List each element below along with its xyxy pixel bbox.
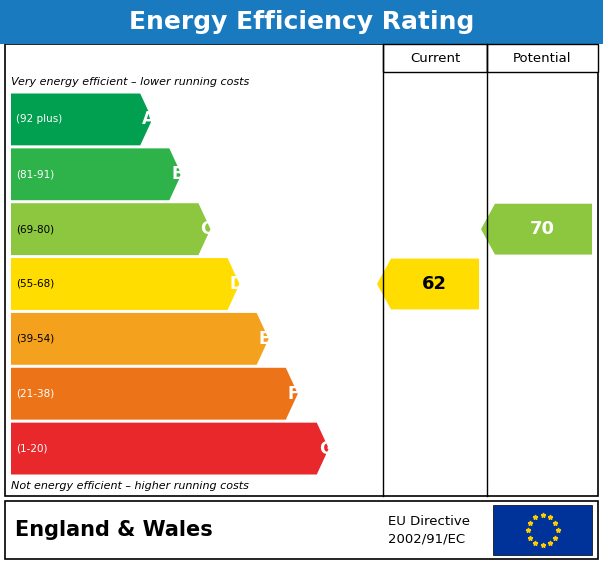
Text: England & Wales: England & Wales xyxy=(15,520,213,540)
Text: F: F xyxy=(288,385,299,403)
Text: (55-68): (55-68) xyxy=(16,279,54,289)
Text: (81-91): (81-91) xyxy=(16,169,54,179)
Text: (39-54): (39-54) xyxy=(16,334,54,344)
Polygon shape xyxy=(11,94,152,146)
Polygon shape xyxy=(377,258,479,310)
Bar xyxy=(5,501,598,559)
Bar xyxy=(383,44,487,72)
Polygon shape xyxy=(11,203,210,255)
Bar xyxy=(5,44,598,496)
Bar xyxy=(0,0,603,44)
Bar xyxy=(487,44,598,72)
Polygon shape xyxy=(11,368,298,420)
Text: (21-38): (21-38) xyxy=(16,389,54,399)
Text: Very energy efficient – lower running costs: Very energy efficient – lower running co… xyxy=(11,77,249,87)
Polygon shape xyxy=(481,204,592,254)
Text: EU Directive
2002/91/EC: EU Directive 2002/91/EC xyxy=(388,515,470,545)
Polygon shape xyxy=(11,258,239,310)
Text: D: D xyxy=(230,275,244,293)
Text: Potential: Potential xyxy=(513,51,572,64)
Text: 70: 70 xyxy=(530,220,555,238)
Text: (69-80): (69-80) xyxy=(16,224,54,234)
Polygon shape xyxy=(11,148,182,200)
Text: C: C xyxy=(200,220,213,238)
Text: (92 plus): (92 plus) xyxy=(16,114,62,125)
Text: (1-20): (1-20) xyxy=(16,443,48,453)
Text: Not energy efficient – higher running costs: Not energy efficient – higher running co… xyxy=(11,481,249,491)
Text: Energy Efficiency Rating: Energy Efficiency Rating xyxy=(129,10,474,34)
Polygon shape xyxy=(11,422,329,474)
Text: A: A xyxy=(142,111,155,129)
Text: G: G xyxy=(319,439,332,457)
Text: Current: Current xyxy=(410,51,460,64)
Polygon shape xyxy=(11,313,269,365)
Text: E: E xyxy=(259,330,270,348)
Text: B: B xyxy=(171,165,184,183)
Text: 62: 62 xyxy=(421,275,446,293)
Bar xyxy=(493,505,592,555)
